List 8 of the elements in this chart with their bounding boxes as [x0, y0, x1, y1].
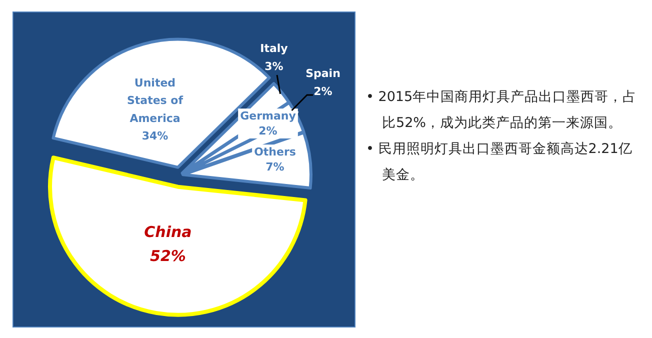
slice-label: United States of America 34% — [126, 76, 184, 142]
text: • 2015年中国商用灯具产品出口墨西哥，占比52%，成为此类产品的第一来源国。 — [365, 88, 638, 133]
slice-label: Others 7% — [254, 146, 296, 174]
slice-label: Italy 3% — [260, 42, 288, 73]
slice-label: China 52% — [144, 223, 192, 266]
text: • 民用照明灯具出口墨西哥金额高达2.21亿美金。 — [365, 140, 634, 185]
slice-label: Spain 2% — [306, 67, 340, 98]
slice-label: Germany 2% — [240, 110, 296, 138]
